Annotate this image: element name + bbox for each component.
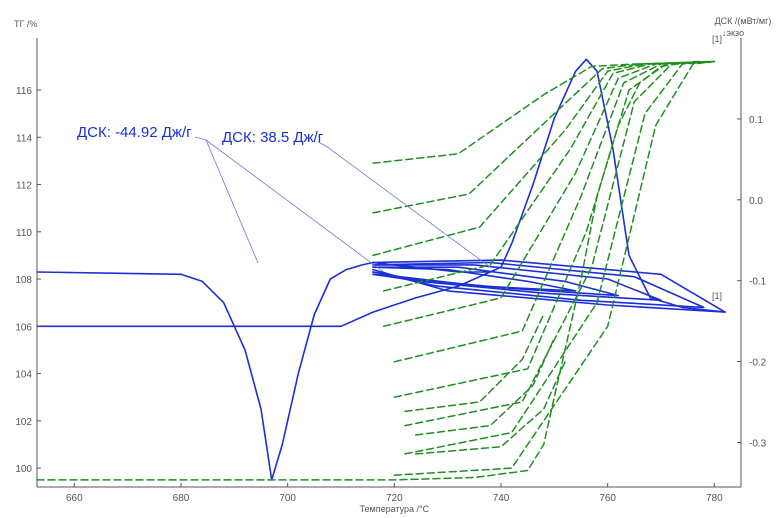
y-right-axis-title: ДСК /(мВт/мг) — [715, 16, 772, 26]
annotation-2-leader — [317, 141, 491, 268]
tg-curve — [414, 337, 556, 436]
tg-curve — [393, 60, 716, 476]
x-tick-label: 720 — [386, 493, 403, 504]
x-tick-label: 780 — [706, 493, 723, 504]
y-left-tick-label: 100 — [15, 464, 32, 475]
x-tick-label: 760 — [599, 493, 616, 504]
annotation-1-leader — [194, 136, 384, 273]
tg-curve — [404, 60, 716, 455]
y-left-tick-label: 104 — [15, 370, 32, 381]
x-tick-label: 700 — [279, 493, 296, 504]
tg-curve — [382, 60, 716, 292]
dsc-annotation-2: ДСК: 38.5 Дж/г — [222, 129, 324, 146]
y-left-axis-title: ТГ /% — [14, 19, 37, 29]
y-right-axis-subtitle: ↓экзо — [722, 28, 744, 38]
y-right-tick-label: 0.1 — [749, 115, 763, 126]
y-left-tick-label: 116 — [16, 86, 32, 97]
dsc-annotation-1: ДСК: -44.92 Дж/г — [77, 124, 192, 141]
y-right-tick-label: -0.2 — [749, 358, 767, 369]
tg-curve — [372, 60, 716, 164]
y-right-tick-label: -0.3 — [749, 439, 767, 450]
x-tick-label: 680 — [173, 493, 190, 504]
y-left-tick-label: 108 — [15, 275, 32, 286]
tg-curve — [414, 361, 566, 455]
dsc-curve-label: [1] — [712, 291, 722, 301]
x-tick-label: 740 — [493, 493, 510, 504]
y-left-tick-label: 112 — [16, 181, 32, 192]
y-left-tick-label: 102 — [15, 417, 32, 428]
dsc-curve — [372, 261, 705, 309]
x-axis-title: Температура /°С — [360, 504, 430, 514]
tg-curve — [372, 60, 716, 257]
y-right-tick-label: 0.0 — [749, 196, 763, 207]
dsc-curve — [372, 259, 726, 313]
x-tick-label: 660 — [66, 493, 83, 504]
dsc-curve — [372, 266, 577, 292]
y-left-tick-label: 106 — [15, 322, 32, 333]
dsc-curve — [372, 266, 620, 297]
tg-curve-label: [1] — [712, 34, 722, 44]
dsc-curve — [36, 58, 726, 328]
tg-curve — [404, 313, 545, 413]
tg-curve — [393, 60, 716, 398]
annotation-1-leader — [205, 139, 259, 264]
tg-curve — [372, 60, 716, 214]
y-left-tick-label: 110 — [16, 228, 32, 239]
y-left-tick-label: 114 — [16, 133, 32, 144]
y-right-tick-label: -0.1 — [749, 277, 767, 288]
dsc-curve — [36, 261, 492, 481]
